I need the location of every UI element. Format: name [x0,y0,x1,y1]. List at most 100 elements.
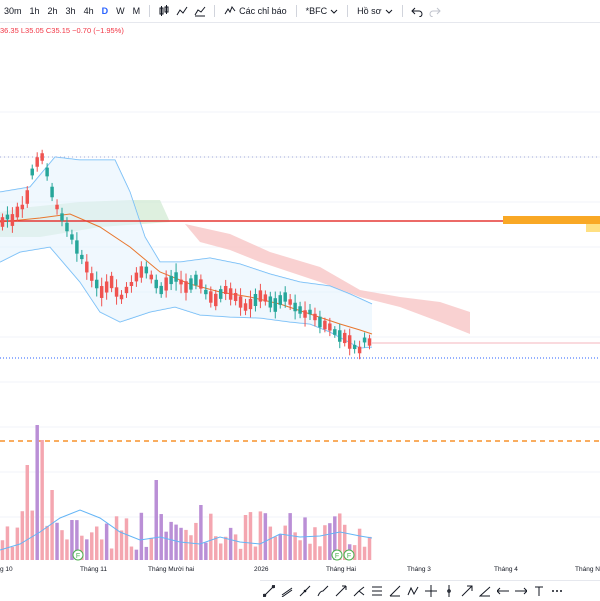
volume-bar [238,548,243,560]
ruler-icon[interactable] [386,582,404,600]
volume-bar [258,511,263,560]
zigzag-icon[interactable] [404,582,422,600]
volume-bar [298,540,302,560]
timeframe-1h[interactable]: 1h [29,6,40,16]
timeframe-w[interactable]: W [116,6,125,16]
candle-body [80,254,84,260]
candle-body [214,293,218,307]
event-marker[interactable] [343,549,355,561]
time-axis-label: Tháng 3 [407,566,431,573]
volume-bar [204,542,208,560]
volume-bar [209,513,213,560]
volume-bar [80,535,84,560]
measure-icon[interactable] [332,582,350,600]
price-chart[interactable]: F F F [0,22,600,567]
volume-bar [30,510,34,560]
divider [214,5,216,17]
candle-body [313,313,317,321]
timeframe-2h[interactable]: 2h [47,6,58,16]
vertical-line-icon[interactable] [440,582,458,600]
timeframe-4h[interactable]: 4h [83,6,94,16]
candle-body [323,320,327,330]
candle-body [209,291,213,303]
candle-body [129,281,134,287]
fib-icon[interactable] [368,582,386,600]
more-icon[interactable] [548,582,566,600]
volume-bar [283,525,287,560]
candle-body [70,234,74,240]
event-marker[interactable] [331,549,343,561]
volume-bar [263,513,268,560]
volume-bar [154,480,158,560]
volume-bar [50,490,54,560]
volume-bar [99,539,104,560]
symbol-button[interactable]: *BFC [302,6,343,16]
horizontal-ray-icon[interactable] [512,582,530,600]
candle-body [362,337,367,343]
timeframe-d[interactable]: D [101,6,109,16]
chevron-down-icon [330,9,338,14]
candle-body [278,295,282,305]
candle-body [40,153,44,161]
volume-bar [273,536,278,560]
crosshair-icon[interactable] [422,582,440,600]
arrow-icon[interactable] [458,582,476,600]
candle-body [99,286,104,298]
volume-bar [60,530,64,560]
volume-bar [338,513,342,560]
indicators-button[interactable]: Các chỉ báo [220,5,291,17]
candle-body [65,222,69,232]
volume-bar [243,515,248,560]
event-marker[interactable] [72,549,84,561]
candle-body [154,279,158,289]
candle-body [174,272,178,282]
event-markers: F F F [72,549,355,561]
bar-chart-icon[interactable] [175,4,189,18]
volume-bar [189,535,193,560]
candle-body [283,292,287,302]
volume-bar [139,512,144,560]
volume-bar [40,440,44,560]
text-icon[interactable] [530,582,548,600]
volume-bar [20,511,25,560]
profile-button[interactable]: Hồ sơ [353,6,396,16]
indicators-icon [224,5,236,15]
top-toolbar: 30m 1h 2h 3h 4h D W M Các chỉ báo *BFC H… [0,0,600,23]
candle-body [248,298,253,310]
timeframe-3h[interactable]: 3h [65,6,76,16]
volume-bar [119,530,124,560]
candle-body [253,293,258,307]
volume-bars [0,425,372,560]
horizontal-line-icon[interactable] [494,582,512,600]
volume-bar [179,527,183,560]
indicators-label: Các chỉ báo [239,6,287,16]
candle-body [223,285,228,295]
candle-body [293,302,297,312]
candle-body [238,296,243,308]
volume-bar [124,518,129,560]
candle-body [268,296,273,308]
trend-line-icon[interactable] [260,582,278,600]
candle-body [119,294,124,300]
channel-icon[interactable] [296,582,314,600]
volume-bar [253,546,258,560]
angle-icon[interactable] [476,582,494,600]
resistance-zone-2 [586,224,600,232]
area-chart-icon[interactable] [193,4,207,18]
pitchfork-icon[interactable] [350,582,368,600]
candles-icon[interactable] [157,4,171,18]
timeframe-m[interactable]: M [132,6,141,16]
timeframe-30m[interactable]: 30m [4,6,22,16]
candle-body [75,240,79,254]
ray-icon[interactable] [278,582,296,600]
candle-body [184,281,188,293]
candle-body [169,275,173,285]
volume-bar [268,526,273,560]
candle-body [50,186,54,198]
candle-body [94,279,99,289]
volume-bar [223,536,228,560]
redo-icon[interactable] [428,4,442,18]
brush-icon[interactable] [314,582,332,600]
undo-icon[interactable] [410,4,424,18]
volume-bar [5,526,10,560]
